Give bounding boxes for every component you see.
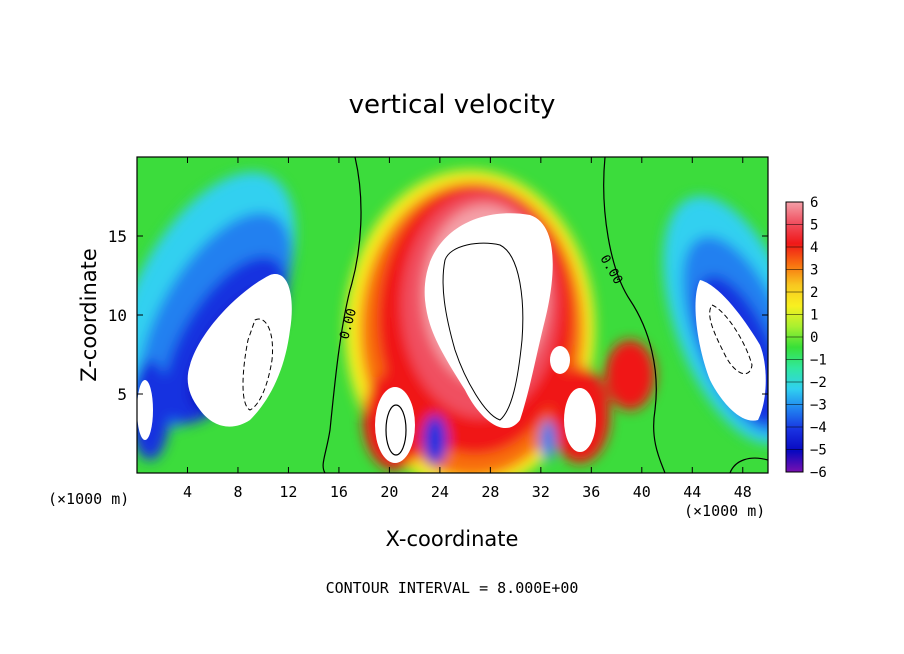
colorbar-label: 4: [810, 240, 818, 256]
velocity-field: [137, 157, 768, 473]
x-tick-label: 36: [582, 483, 600, 501]
y-tick-label: 10: [108, 306, 127, 325]
x-tick-label: 8: [233, 483, 242, 501]
x-units-left: (×1000 m): [48, 490, 129, 508]
y-tick-label: 15: [108, 227, 127, 246]
x-axis-label: X-coordinate: [386, 527, 519, 551]
colorbar-label: 5: [810, 218, 818, 234]
colorbar-label: 6: [810, 195, 818, 211]
x-tick-label: 24: [431, 483, 449, 501]
x-units-right: (×1000 m): [684, 502, 765, 520]
colorbar-label: −6: [810, 465, 827, 481]
x-tick-label: 28: [481, 483, 499, 501]
colorbar: 6 5 4 3 2 1 0 −1 −2 −3 −4 −5 −6: [785, 195, 827, 481]
colorbar-label: −3: [810, 398, 827, 414]
chart-title: vertical velocity: [349, 90, 556, 120]
x-tick-label: 44: [683, 483, 701, 501]
colorbar-label: −2: [810, 375, 827, 391]
colorbar-label: −5: [810, 443, 827, 459]
colorbar-label: −1: [810, 353, 827, 369]
colorbar-label: 3: [810, 263, 818, 279]
contour-interval-text: CONTOUR INTERVAL = 8.000E+00: [326, 579, 579, 597]
y-tick-label: 5: [117, 385, 127, 404]
x-axis: 4 8 12 16 20 24 28 32 36 40 44 48: [183, 157, 752, 501]
x-tick-label: 32: [532, 483, 550, 501]
colorbar-label: 1: [810, 308, 818, 324]
x-tick-label: 48: [734, 483, 752, 501]
x-tick-label: 4: [183, 483, 192, 501]
y-axis: 5 10 15: [108, 227, 768, 404]
x-tick-label: 12: [279, 483, 297, 501]
x-tick-label: 40: [633, 483, 651, 501]
colorbar-label: 2: [810, 285, 818, 301]
x-tick-label: 20: [380, 483, 398, 501]
colorbar-label: 0: [810, 330, 818, 346]
x-tick-label: 16: [330, 483, 348, 501]
colorbar-label: −4: [810, 420, 827, 436]
y-axis-label: Z-coordinate: [77, 248, 101, 382]
